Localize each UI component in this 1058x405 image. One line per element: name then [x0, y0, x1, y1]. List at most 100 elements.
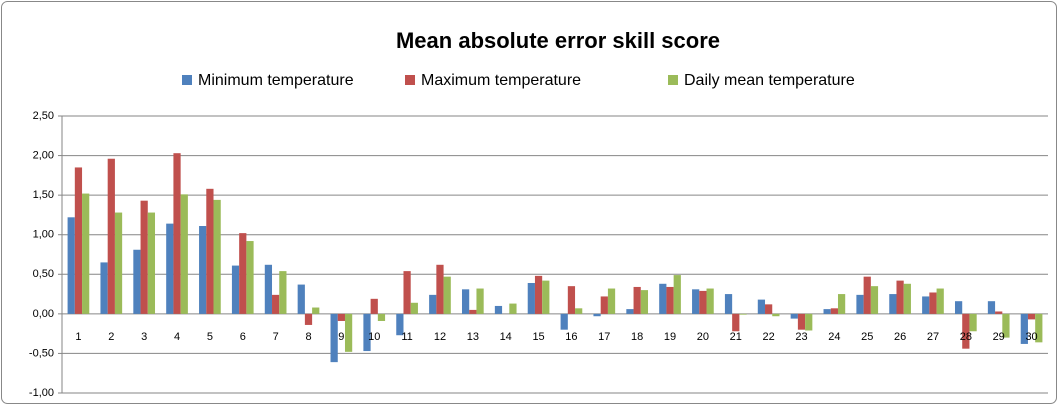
x-tick-label: 6	[240, 331, 246, 343]
bar	[706, 288, 714, 314]
x-tick-label: 3	[141, 331, 147, 343]
bar	[542, 280, 550, 314]
x-tick-label: 25	[861, 331, 873, 343]
bar	[1027, 313, 1036, 320]
bar	[870, 286, 879, 314]
legend-swatch	[668, 75, 678, 85]
y-tick-label: 0,00	[33, 308, 54, 320]
bar	[962, 313, 970, 349]
x-tick-label: 15	[532, 331, 544, 343]
bar	[377, 313, 386, 321]
bar	[1035, 313, 1043, 343]
bar	[304, 313, 313, 325]
bar	[567, 286, 576, 314]
x-tick-label: 23	[795, 331, 807, 343]
bar	[363, 313, 371, 352]
x-tick-label: 10	[368, 331, 380, 343]
bar	[600, 296, 608, 314]
bar	[724, 294, 733, 314]
bar	[772, 313, 780, 317]
bar	[995, 311, 1003, 314]
x-tick-label: 16	[565, 331, 577, 343]
legend-label: Daily mean temperature	[684, 72, 855, 89]
bar	[133, 249, 141, 314]
bar	[429, 294, 437, 314]
bar	[494, 305, 503, 314]
x-tick-label: 5	[207, 331, 213, 343]
bar	[330, 313, 338, 363]
x-tick-label: 9	[338, 331, 344, 343]
bar	[180, 194, 188, 314]
bar	[206, 188, 214, 314]
bar	[279, 271, 287, 314]
legend-label: Minimum temperature	[198, 72, 354, 89]
bar	[509, 303, 517, 314]
legend-label: Maximum temperature	[421, 72, 581, 89]
bar	[344, 313, 353, 352]
x-tick-label: 21	[730, 331, 742, 343]
bar	[626, 309, 634, 314]
bar	[830, 308, 838, 314]
legend-swatch	[182, 75, 192, 85]
x-tick-label: 20	[697, 331, 709, 343]
bar	[593, 313, 601, 317]
bar	[403, 271, 411, 314]
x-tick-label: 12	[434, 331, 446, 343]
bar	[396, 313, 404, 336]
bar	[692, 289, 700, 314]
bar	[74, 167, 83, 314]
bar	[987, 301, 996, 314]
bar	[337, 313, 345, 321]
bar	[889, 294, 897, 314]
x-tick-label: 1	[75, 331, 81, 343]
bar	[461, 289, 470, 314]
bar	[231, 265, 240, 314]
bar	[673, 275, 681, 314]
bar	[114, 212, 123, 314]
x-tick-label: 17	[598, 331, 610, 343]
bar	[107, 158, 115, 314]
bar	[765, 304, 773, 314]
bar	[264, 264, 273, 314]
x-tick-label: 18	[631, 331, 643, 343]
bar	[922, 296, 930, 314]
bar	[929, 292, 937, 314]
bar	[100, 262, 108, 314]
x-tick-label: 24	[828, 331, 840, 343]
bar	[732, 313, 740, 332]
bar	[166, 223, 174, 314]
bar	[199, 226, 207, 314]
bar	[896, 280, 904, 314]
bar	[312, 307, 320, 314]
bar	[297, 284, 305, 314]
bar	[739, 313, 747, 315]
bar	[837, 294, 846, 314]
bar	[147, 212, 156, 314]
bar	[527, 282, 535, 314]
bar	[969, 313, 977, 332]
bar	[410, 302, 418, 314]
x-tick-label: 29	[993, 331, 1005, 343]
bar	[823, 309, 831, 314]
y-tick-label: -1,00	[29, 387, 54, 399]
y-tick-label: 1,50	[33, 189, 54, 201]
bar	[272, 294, 280, 314]
bar	[140, 200, 148, 314]
x-tick-label: 22	[763, 331, 775, 343]
x-tick-label: 26	[894, 331, 906, 343]
x-tick-label: 27	[927, 331, 939, 343]
y-tick-label: 2,00	[33, 149, 54, 161]
bar	[67, 217, 75, 314]
bar	[173, 153, 181, 314]
bar	[560, 313, 568, 330]
bar	[903, 283, 911, 314]
y-tick-label: 0,50	[33, 268, 54, 280]
bar	[213, 199, 221, 314]
bar	[1020, 313, 1028, 344]
x-tick-label: 2	[108, 331, 114, 343]
bar	[757, 299, 766, 314]
bar	[699, 290, 707, 314]
x-tick-label: 30	[1025, 331, 1037, 343]
